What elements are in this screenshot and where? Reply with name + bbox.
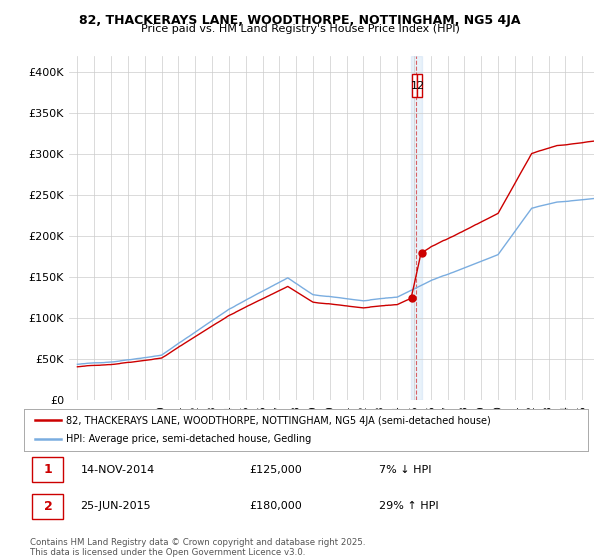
FancyBboxPatch shape [32,493,64,519]
Text: HPI: Average price, semi-detached house, Gedling: HPI: Average price, semi-detached house,… [66,435,311,445]
Text: 2: 2 [44,500,52,512]
FancyBboxPatch shape [412,74,417,97]
Text: Contains HM Land Registry data © Crown copyright and database right 2025.
This d: Contains HM Land Registry data © Crown c… [30,538,365,557]
Text: 25-JUN-2015: 25-JUN-2015 [80,501,151,511]
Text: 1: 1 [411,81,418,91]
FancyBboxPatch shape [417,74,422,97]
Text: 82, THACKERAYS LANE, WOODTHORPE, NOTTINGHAM, NG5 4JA: 82, THACKERAYS LANE, WOODTHORPE, NOTTING… [79,14,521,27]
Text: 1: 1 [44,463,52,476]
Text: 29% ↑ HPI: 29% ↑ HPI [379,501,439,511]
Text: 82, THACKERAYS LANE, WOODTHORPE, NOTTINGHAM, NG5 4JA (semi-detached house): 82, THACKERAYS LANE, WOODTHORPE, NOTTING… [66,416,491,426]
Bar [411,56,422,400]
Text: £180,000: £180,000 [250,501,302,511]
FancyBboxPatch shape [32,457,64,482]
Text: 2: 2 [416,81,423,91]
Text: 7% ↓ HPI: 7% ↓ HPI [379,465,432,475]
Text: 14-NOV-2014: 14-NOV-2014 [80,465,155,475]
Text: £125,000: £125,000 [250,465,302,475]
Text: Price paid vs. HM Land Registry's House Price Index (HPI): Price paid vs. HM Land Registry's House … [140,24,460,34]
